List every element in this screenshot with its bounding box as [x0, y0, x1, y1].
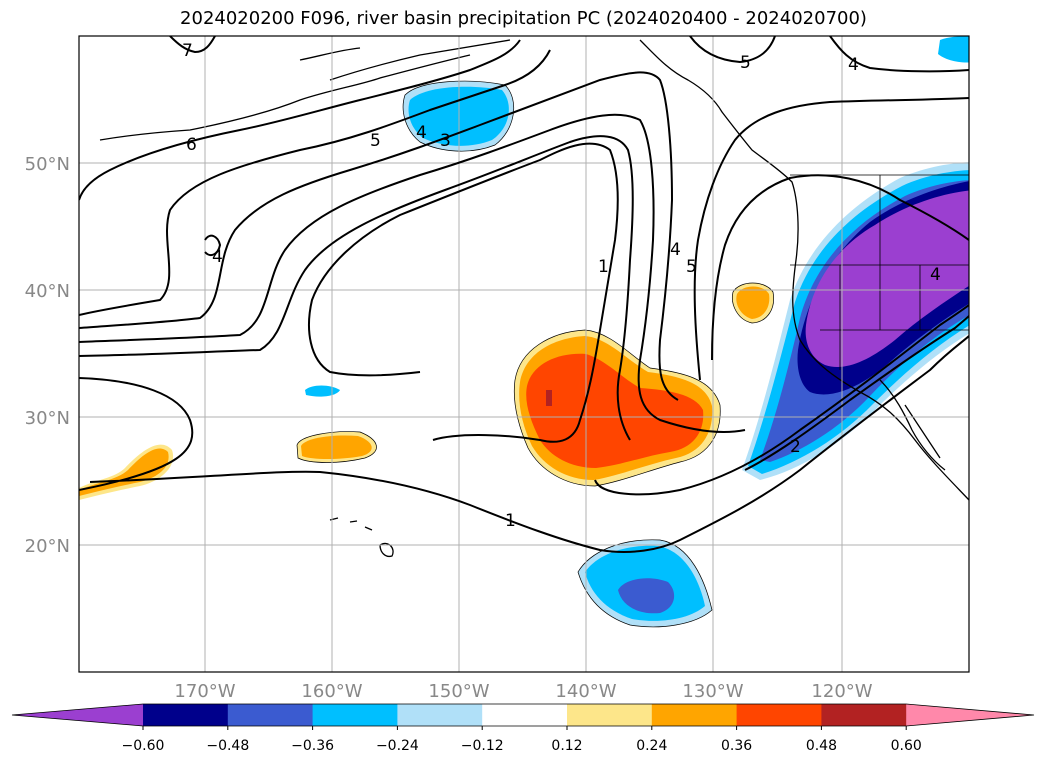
neg-band-purple: [805, 190, 969, 367]
contour-1-inner: [308, 142, 619, 443]
colorbar-tick-label: 0.36: [721, 738, 752, 754]
colorbar-tick-label: 0.12: [551, 738, 582, 754]
map-title: 2024020200 F096, river basin precipitati…: [180, 8, 867, 29]
contour-3-east: [744, 315, 969, 471]
contour-label: 4: [848, 55, 859, 75]
colorbar-segment: [397, 704, 483, 726]
colorbar-tick-label: −0.60: [122, 738, 165, 754]
contour-label: 4: [212, 247, 223, 267]
contour-label: 5: [370, 131, 381, 151]
borders: [790, 174, 969, 370]
contour-5-east: [693, 97, 969, 381]
lon-label: 160°W: [301, 681, 362, 702]
contour-6: [79, 39, 521, 201]
colorbar-segment: [567, 704, 653, 726]
contour-label: 4: [670, 240, 681, 260]
lat-label: 50°N: [25, 154, 70, 175]
pos-blob-central-core: [546, 390, 552, 406]
contour-label: 1: [598, 257, 609, 277]
longitude-labels: 170°W 160°W 150°W 140°W 130°W 120°W: [174, 681, 872, 702]
contour-1: [79, 335, 969, 553]
colorbar-tick-label: 0.24: [636, 738, 667, 754]
neg-blob-small: [305, 385, 340, 397]
pos-blob-central-red: [526, 353, 704, 468]
contour-label: 4: [416, 123, 427, 143]
latitude-labels: 50°N 40°N 30°N 20°N: [25, 154, 70, 557]
contour-label: 2: [790, 437, 801, 457]
contour-label: 3: [440, 131, 451, 151]
contour-label: 4: [930, 265, 941, 285]
colorbar-extend-min: [12, 704, 143, 726]
contour-7: [169, 36, 216, 54]
lat-label: 20°N: [25, 536, 70, 557]
colorbar-segment: [143, 704, 229, 726]
pos-blob-coast: [736, 286, 770, 319]
contour-label: 1: [505, 511, 516, 531]
colorbar-segment: [736, 704, 822, 726]
contour-labels: 6 7 5 4 3 1 4 5 5 4 4 2 1 4: [182, 41, 941, 531]
contour-5-top: [689, 36, 776, 64]
colorbar-tick-label: 0.48: [806, 738, 837, 754]
contour-label: 7: [182, 41, 193, 61]
contour-5-outer: [79, 49, 551, 316]
colorbar-segment: [651, 704, 738, 726]
height-contours: [79, 36, 969, 553]
lon-label: 140°W: [555, 681, 616, 702]
lon-label: 170°W: [174, 681, 235, 702]
shading-outlines: [296, 80, 774, 628]
colorbar-tick-label: −0.48: [206, 738, 249, 754]
lat-label: 30°N: [25, 408, 70, 429]
contour-small-loop: [204, 234, 222, 257]
colorbar-tick-label: −0.12: [461, 738, 504, 754]
colorbar-segment: [312, 704, 398, 726]
colorbar: −0.60 −0.48 −0.36 −0.24 −0.12 0.12 0.24 0.36 0.4…: [11, 703, 1035, 754]
neg-blob-topright: [938, 36, 969, 63]
pos-blob-west: [301, 435, 372, 459]
contour-2-east: [594, 304, 969, 496]
colorbar-segment: [227, 704, 314, 726]
contour-4-east: [711, 174, 969, 361]
contour-label: 6: [186, 135, 197, 155]
coastlines: [99, 39, 969, 558]
contour-4-outer: [79, 71, 679, 401]
coastline-aleutians: [99, 54, 471, 141]
coastline-alaska: [299, 39, 511, 81]
lon-label: 120°W: [811, 681, 872, 702]
lat-label: 40°N: [25, 281, 70, 302]
coastline-baja: [879, 379, 946, 471]
coastline-hawaii: [329, 517, 394, 558]
precip-shading: [79, 36, 969, 627]
contour-label: 5: [686, 257, 697, 277]
contour-3: [79, 113, 746, 433]
lon-label: 150°W: [428, 681, 489, 702]
colorbar-extend-max: [906, 704, 1034, 726]
colorbar-tick-label: 0.60: [891, 738, 922, 754]
lon-label: 130°W: [682, 681, 743, 702]
colorbar-tick-label: −0.36: [291, 738, 334, 754]
neg-blob-south-core: [618, 578, 675, 614]
contour-2: [79, 135, 634, 441]
colorbar-segment: [821, 704, 907, 726]
map-frame: [78, 35, 970, 673]
contour-4-top: [829, 36, 969, 73]
pos-blob-farwest: [79, 448, 169, 496]
contour-label: 5: [740, 53, 751, 73]
colorbar-segment: [482, 704, 568, 726]
colorbar-tick-label: −0.24: [376, 738, 419, 754]
